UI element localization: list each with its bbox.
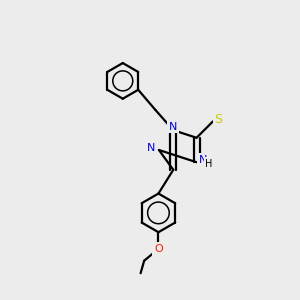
Text: O: O: [154, 244, 163, 254]
Text: N: N: [147, 142, 156, 153]
Text: N: N: [169, 122, 177, 132]
Text: S: S: [214, 113, 222, 126]
Text: N: N: [199, 155, 207, 165]
Text: H: H: [206, 159, 213, 169]
